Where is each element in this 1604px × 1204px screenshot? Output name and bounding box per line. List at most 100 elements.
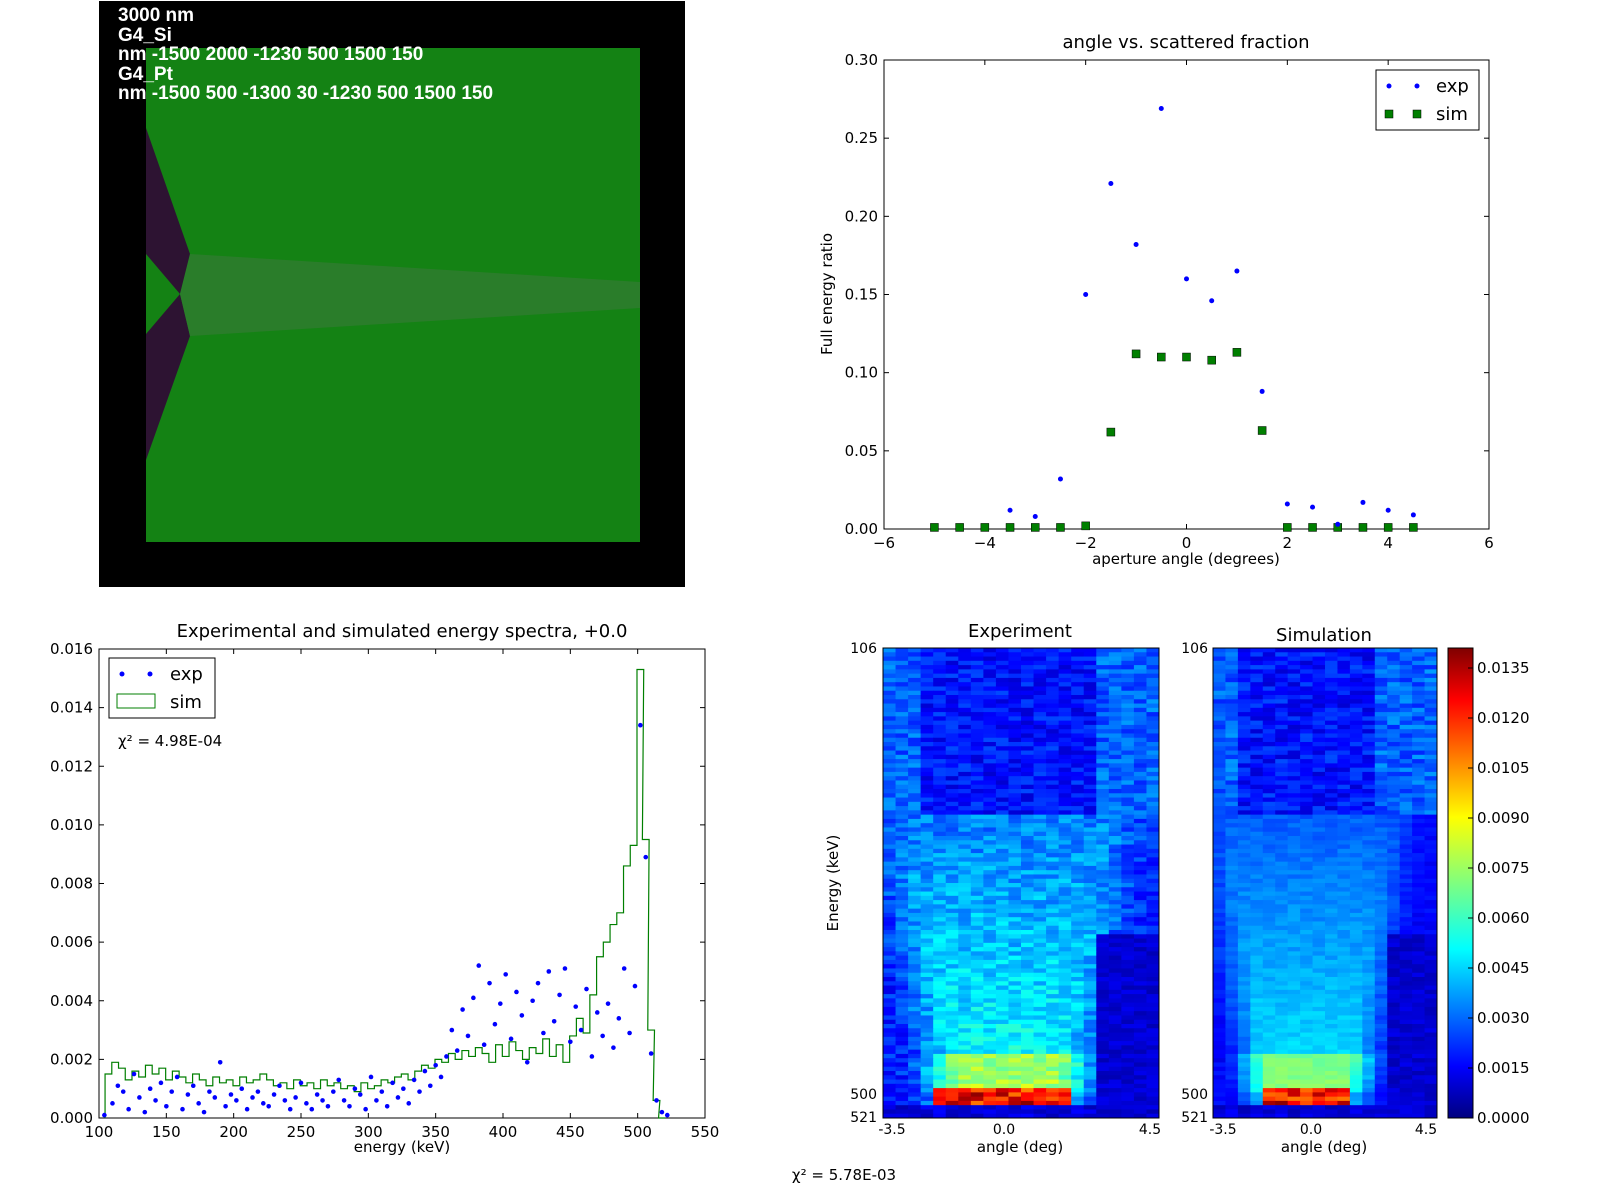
- heatmap-cell: [1262, 908, 1276, 914]
- heatmap-cell: [1387, 994, 1401, 999]
- heatmap-cell: [1133, 746, 1147, 752]
- heatmap-cell: [1300, 878, 1314, 884]
- heatmap-cell: [1262, 1032, 1276, 1038]
- heatmap-cell: [920, 1036, 934, 1042]
- heatmap-cell: [1337, 998, 1351, 1004]
- heatmap-cell: [1008, 789, 1022, 794]
- heatmap-cell: [970, 742, 984, 747]
- heatmap-cell: [1033, 853, 1047, 858]
- heatmap-cell: [1237, 699, 1251, 705]
- heatmap-cell: [1325, 801, 1338, 807]
- heatmap-cell: [1083, 1109, 1097, 1115]
- heatmap-cell: [1399, 1096, 1413, 1102]
- heatmap-cell: [1071, 891, 1085, 897]
- heatmap-cell: [1349, 690, 1363, 696]
- heatmap-cell: [1121, 780, 1135, 786]
- heatmap-cell: [1108, 1006, 1122, 1012]
- heatmap-cell: [1262, 989, 1276, 995]
- spectra-legend-exp-label: exp: [170, 664, 203, 685]
- heatmap-cell: [1121, 831, 1135, 837]
- heatmap-cell: [908, 972, 922, 978]
- heatmap-cell: [1412, 1041, 1426, 1046]
- heatmap-cell: [1071, 806, 1085, 811]
- heatmap-cell: [1133, 742, 1147, 747]
- heatmap-cell: [945, 1105, 959, 1110]
- heatmap-cell: [1312, 1002, 1326, 1008]
- heatmap-cell: [1083, 699, 1097, 705]
- heatmap-cell: [1237, 665, 1251, 670]
- heatmap-cell: [1287, 1019, 1301, 1025]
- heatmap-cell: [1399, 750, 1413, 756]
- heatmap-cell: [1121, 716, 1135, 722]
- heatmap-cell: [920, 947, 934, 952]
- heatmap-cell: [1349, 780, 1363, 786]
- heatmap-cell: [933, 759, 947, 764]
- heatmap-cell: [1058, 1092, 1072, 1098]
- heatmap-cell: [1046, 818, 1060, 824]
- heatmap-cell: [1374, 742, 1388, 747]
- heatmap-cell: [1058, 690, 1072, 696]
- heatmap-cell: [1146, 844, 1160, 850]
- heatmap-cell: [958, 1071, 972, 1076]
- heatmap-cell: [1237, 853, 1251, 858]
- heatmap-cell: [1096, 818, 1110, 824]
- heatmap-cell: [1275, 1024, 1289, 1029]
- heatmap-cell: [1021, 998, 1035, 1004]
- heatmap-cell: [1021, 665, 1035, 670]
- heatmap-cell: [1300, 934, 1314, 940]
- heatmap-cell: [1225, 665, 1239, 670]
- heatmap-cell: [1008, 810, 1022, 816]
- heatmap-cell: [883, 750, 897, 756]
- heatmap-cell: [1096, 759, 1110, 764]
- heatmap-cell: [920, 1058, 934, 1063]
- heatmap-cell: [945, 1100, 959, 1106]
- heatmap-cell: [1312, 1049, 1326, 1055]
- heatmap-cell: [1083, 861, 1097, 867]
- heatmap-cell: [920, 665, 934, 670]
- heatmap-cell: [1071, 883, 1085, 888]
- heatmap-cell: [983, 771, 997, 777]
- heatmap-cell: [1146, 656, 1160, 662]
- heatmap-cell: [1387, 904, 1401, 910]
- heatmap-cell: [920, 1015, 934, 1021]
- heatmap-cell: [1083, 1041, 1097, 1046]
- heatmap-cell: [1033, 1113, 1047, 1119]
- heatmap-cell: [1021, 1002, 1035, 1008]
- heatmap-cell: [1337, 1083, 1351, 1089]
- heatmap-cell: [908, 759, 922, 764]
- heatmap-cell: [920, 1011, 934, 1016]
- heatmap-cell: [1300, 917, 1314, 922]
- heatmap-cell: [1337, 840, 1351, 846]
- heatmap-cell: [1121, 1024, 1135, 1029]
- heatmap-cell: [970, 912, 984, 918]
- heatmap-cell: [908, 1071, 922, 1076]
- heatmap-cell: [1225, 848, 1239, 854]
- heatmap-cell: [1225, 1041, 1239, 1046]
- heatmap-cell: [1337, 934, 1351, 940]
- heatmap-cell: [1312, 767, 1326, 773]
- heatmap-cell: [1033, 1088, 1047, 1093]
- heatmap-cell: [970, 1002, 984, 1008]
- heatmap-cell: [1349, 660, 1363, 666]
- heatmap-cell: [1108, 737, 1122, 743]
- heatmap-cell: [1387, 938, 1401, 944]
- heatmap-cell: [1399, 853, 1413, 858]
- heatmap-cell: [1146, 797, 1160, 803]
- heatmap-cell: [1033, 1045, 1047, 1051]
- heatmap-cell: [1237, 759, 1251, 764]
- exp-point: [212, 1095, 218, 1100]
- heatmap-cell: [1374, 703, 1388, 709]
- heatmap-cell: [1399, 1105, 1413, 1110]
- heatmap-cell: [1424, 840, 1438, 846]
- heatmap-cell: [1225, 806, 1239, 811]
- heatmap-cell: [1083, 827, 1097, 833]
- heatmap-cell: [1262, 827, 1276, 833]
- heatmap-cell: [1121, 908, 1135, 914]
- heatmap-cell: [1424, 682, 1438, 687]
- heatmap-cell: [883, 1062, 897, 1068]
- heatmap-cell: [958, 1028, 972, 1034]
- sim-point: [955, 523, 964, 532]
- heatmap-cell: [1387, 686, 1401, 692]
- heatmap-cell: [1133, 669, 1147, 675]
- heatmap-cell: [1399, 686, 1413, 692]
